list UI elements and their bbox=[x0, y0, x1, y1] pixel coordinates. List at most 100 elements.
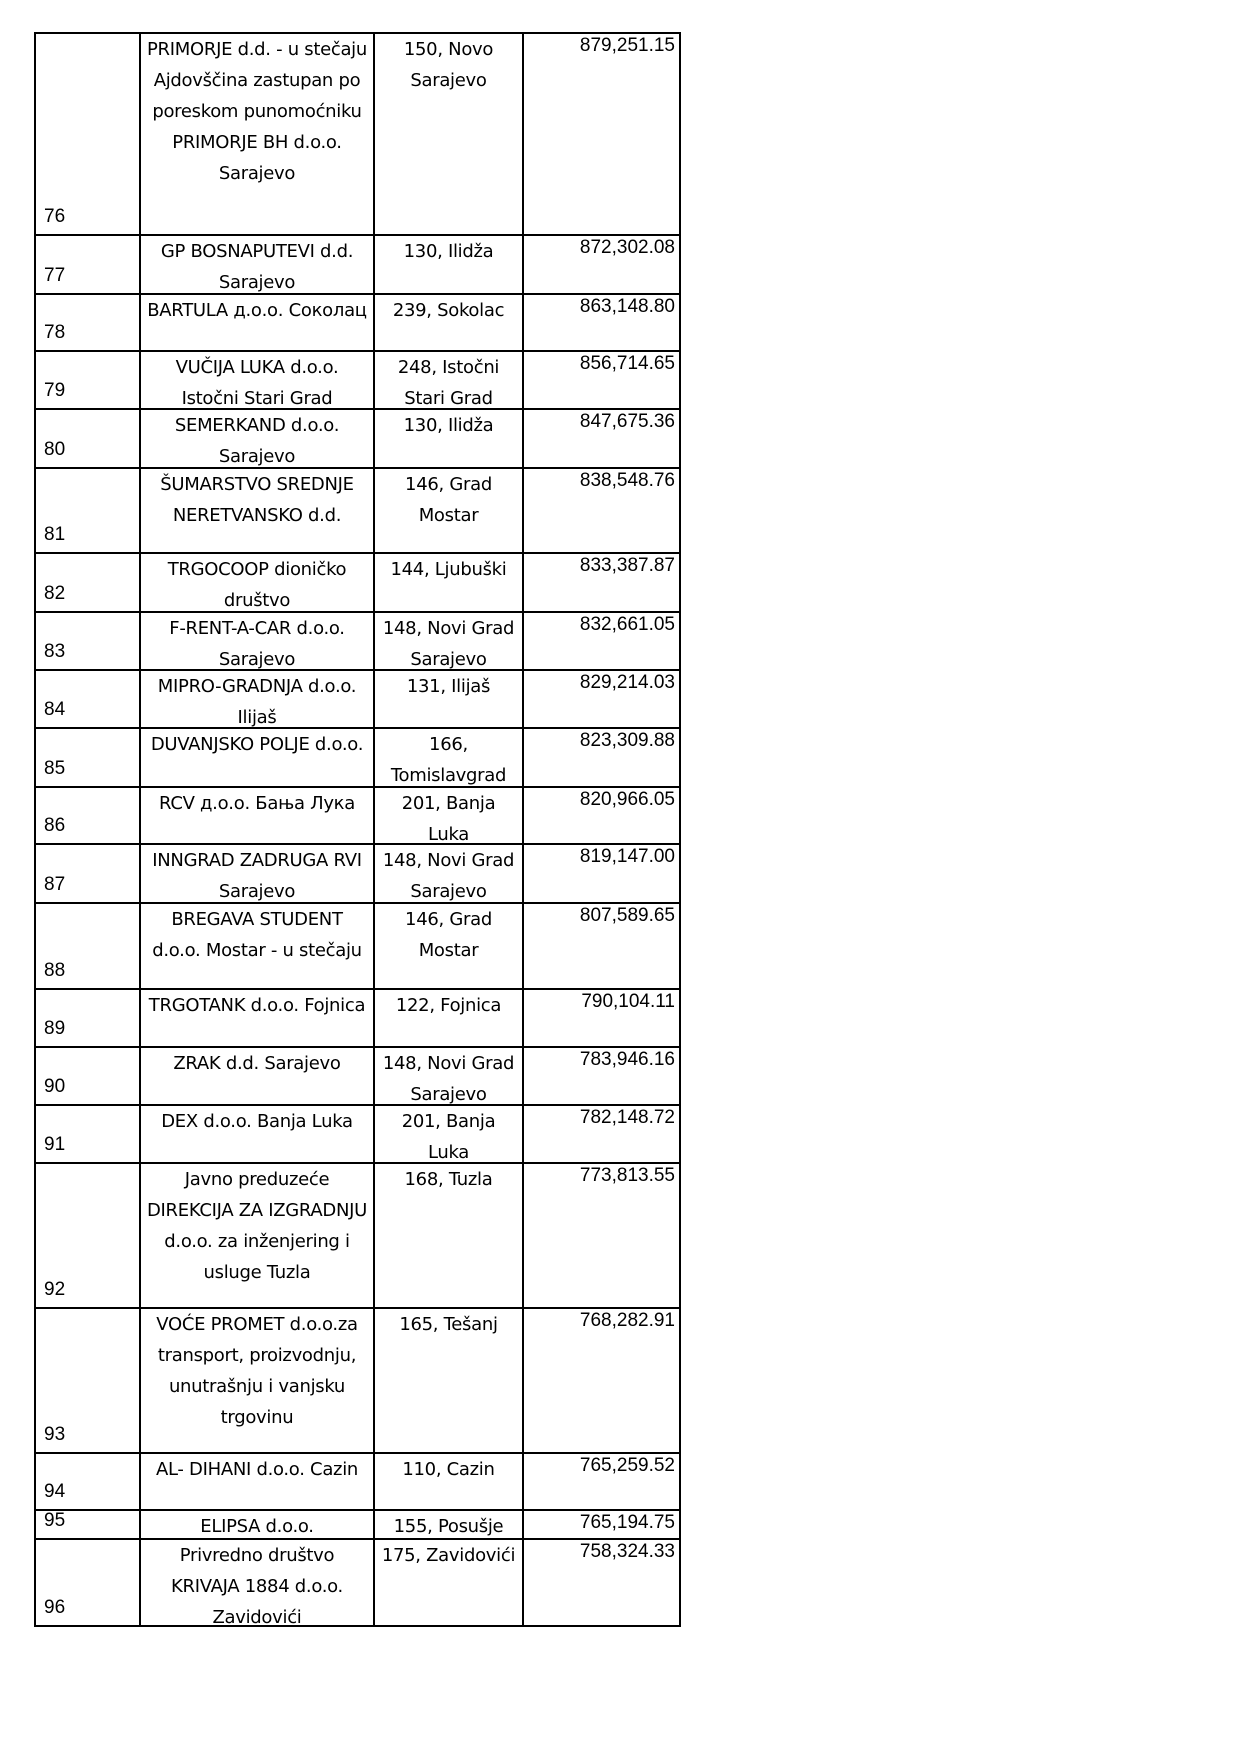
company-name: MIPRO-GRADNJA d.o.o. Ilijaš bbox=[141, 671, 375, 729]
municipality: 122, Fojnica bbox=[375, 990, 524, 1048]
table-row: 93 VOĆE PROMET d.o.o.za transport, proizv… bbox=[36, 1309, 681, 1454]
amount: 856,714.65 bbox=[524, 352, 681, 410]
table-row: 88 BREGAVA STUDENT d.o.o. Mostar - u steč… bbox=[36, 904, 681, 990]
municipality: 148, Novi Grad Sarajevo bbox=[375, 613, 524, 671]
company-name: TRGOTANK d.o.o. Fojnica bbox=[141, 990, 375, 1048]
amount: 863,148.80 bbox=[524, 295, 681, 352]
company-name: GP BOSNAPUTEVI d.d. Sarajevo bbox=[141, 236, 375, 295]
amount: 758,324.33 bbox=[524, 1540, 681, 1627]
municipality: 239, Sokolac bbox=[375, 295, 524, 352]
municipality: 248, Istočni Stari Grad bbox=[375, 352, 524, 410]
row-number: 76 bbox=[36, 34, 141, 236]
table-row: 94 AL- DIHANI d.o.o. Cazin 110, Cazin 765,2… bbox=[36, 1454, 681, 1511]
row-number: 91 bbox=[36, 1106, 141, 1164]
row-number: 95 bbox=[36, 1511, 141, 1540]
amount: 768,282.91 bbox=[524, 1309, 681, 1454]
table-row: 90 ZRAK d.d. Sarajevo 148, Novi Grad Saraj… bbox=[36, 1048, 681, 1106]
company-name: INNGRAD ZADRUGA RVI Sarajevo bbox=[141, 845, 375, 904]
company-name: SEMERKAND d.o.o. Sarajevo bbox=[141, 410, 375, 469]
table-row: 80 SEMERKAND d.o.o. Sarajevo 130, Ilidža 84… bbox=[36, 410, 681, 469]
row-number: 93 bbox=[36, 1309, 141, 1454]
table-row: 79 VUČIJA LUKA d.o.o. Istočni Stari Grad 2… bbox=[36, 352, 681, 410]
table-row: 84 MIPRO-GRADNJA d.o.o. Ilijaš 131, Ilijaš… bbox=[36, 671, 681, 729]
amount: 819,147.00 bbox=[524, 845, 681, 904]
company-name: Privredno društvo KRIVAJA 1884 d.o.o. Za… bbox=[141, 1540, 375, 1627]
row-number: 83 bbox=[36, 613, 141, 671]
amount: 829,214.03 bbox=[524, 671, 681, 729]
row-number: 78 bbox=[36, 295, 141, 352]
municipality: 155, Posušje bbox=[375, 1511, 524, 1540]
row-number: 88 bbox=[36, 904, 141, 990]
row-number: 80 bbox=[36, 410, 141, 469]
table-row: 82 TRGOCOOP dioničko društvo 144, Ljubuški… bbox=[36, 554, 681, 613]
company-name: BREGAVA STUDENT d.o.o. Mostar - u stečaj… bbox=[141, 904, 375, 990]
table-row: 87 INNGRAD ZADRUGA RVI Sarajevo 148, Novi … bbox=[36, 845, 681, 904]
table-row: 81 ŠUMARSTVO SREDNJE NERETVANSKO d.d. 146,… bbox=[36, 469, 681, 554]
company-name: F-RENT-A-CAR d.o.o. Sarajevo bbox=[141, 613, 375, 671]
amount: 833,387.87 bbox=[524, 554, 681, 613]
row-number: 85 bbox=[36, 729, 141, 788]
company-name: DUVANJSKO POLJE d.o.o. bbox=[141, 729, 375, 788]
municipality: 130, Ilidža bbox=[375, 236, 524, 295]
row-number: 94 bbox=[36, 1454, 141, 1511]
row-number: 87 bbox=[36, 845, 141, 904]
row-number: 86 bbox=[36, 788, 141, 845]
municipality: 110, Cazin bbox=[375, 1454, 524, 1511]
amount: 765,259.52 bbox=[524, 1454, 681, 1511]
amount: 872,302.08 bbox=[524, 236, 681, 295]
amount: 783,946.16 bbox=[524, 1048, 681, 1106]
row-number: 84 bbox=[36, 671, 141, 729]
amount: 823,309.88 bbox=[524, 729, 681, 788]
table-row: 76 PRIMORJE d.d. - u stečaju Ajdovščina z… bbox=[36, 34, 681, 236]
amount: 782,148.72 bbox=[524, 1106, 681, 1164]
amount: 765,194.75 bbox=[524, 1511, 681, 1540]
company-name: RCV д.о.о. Бања Лука bbox=[141, 788, 375, 845]
row-number: 82 bbox=[36, 554, 141, 613]
company-name: ELIPSA d.o.o. bbox=[141, 1511, 375, 1540]
amount: 838,548.76 bbox=[524, 469, 681, 554]
table-row: 78 BARTULA д.о.о. Соколац 239, Sokolac 863,… bbox=[36, 295, 681, 352]
amount: 879,251.15 bbox=[524, 34, 681, 236]
company-name: PRIMORJE d.d. - u stečaju Ajdovščina zas… bbox=[141, 34, 375, 236]
municipality: 166, Tomislavgrad bbox=[375, 729, 524, 788]
company-name: TRGOCOOP dioničko društvo bbox=[141, 554, 375, 613]
municipality: 168, Tuzla bbox=[375, 1164, 524, 1309]
amount: 790,104.11 bbox=[524, 990, 681, 1048]
company-name: ŠUMARSTVO SREDNJE NERETVANSKO d.d. bbox=[141, 469, 375, 554]
amount: 773,813.55 bbox=[524, 1164, 681, 1309]
table-row: 89 TRGOTANK d.o.o. Fojnica 122, Fojnica 790… bbox=[36, 990, 681, 1048]
table-row: 85 DUVANJSKO POLJE d.o.o. 166, Tomislavgra… bbox=[36, 729, 681, 788]
municipality: 201, Banja Luka bbox=[375, 1106, 524, 1164]
table-row: 86 RCV д.о.о. Бања Лука 201, Banja Luka 820… bbox=[36, 788, 681, 845]
company-name: VOĆE PROMET d.o.o.za transport, proizvod… bbox=[141, 1309, 375, 1454]
table-row: 92 Javno preduzeće DIREKCIJA ZA IZGRADNJU… bbox=[36, 1164, 681, 1309]
company-name: Javno preduzeće DIREKCIJA ZA IZGRADNJU d… bbox=[141, 1164, 375, 1309]
company-name: VUČIJA LUKA d.o.o. Istočni Stari Grad bbox=[141, 352, 375, 410]
table-row: 91 DEX d.o.o. Banja Luka 201, Banja Luka 78… bbox=[36, 1106, 681, 1164]
municipality: 148, Novi Grad Sarajevo bbox=[375, 1048, 524, 1106]
company-name: DEX d.o.o. Banja Luka bbox=[141, 1106, 375, 1164]
amount: 832,661.05 bbox=[524, 613, 681, 671]
row-number: 77 bbox=[36, 236, 141, 295]
municipality: 144, Ljubuški bbox=[375, 554, 524, 613]
municipality: 131, Ilijaš bbox=[375, 671, 524, 729]
amount: 807,589.65 bbox=[524, 904, 681, 990]
municipality: 201, Banja Luka bbox=[375, 788, 524, 845]
row-number: 92 bbox=[36, 1164, 141, 1309]
amount: 847,675.36 bbox=[524, 410, 681, 469]
row-number: 79 bbox=[36, 352, 141, 410]
municipality: 165, Tešanj bbox=[375, 1309, 524, 1454]
company-name: AL- DIHANI d.o.o. Cazin bbox=[141, 1454, 375, 1511]
amount: 820,966.05 bbox=[524, 788, 681, 845]
row-number: 90 bbox=[36, 1048, 141, 1106]
municipality: 130, Ilidža bbox=[375, 410, 524, 469]
municipality: 146, Grad Mostar bbox=[375, 469, 524, 554]
table-row: 95 ELIPSA d.o.o. 155, Posušje 765,194.75 bbox=[36, 1511, 681, 1540]
company-name: BARTULA д.о.о. Соколац bbox=[141, 295, 375, 352]
company-name: ZRAK d.d. Sarajevo bbox=[141, 1048, 375, 1106]
table-row: 96 Privredno društvo KRIVAJA 1884 d.o.o. … bbox=[36, 1540, 681, 1627]
row-number: 81 bbox=[36, 469, 141, 554]
municipality: 148, Novi Grad Sarajevo bbox=[375, 845, 524, 904]
row-number: 96 bbox=[36, 1540, 141, 1627]
municipality: 146, Grad Mostar bbox=[375, 904, 524, 990]
